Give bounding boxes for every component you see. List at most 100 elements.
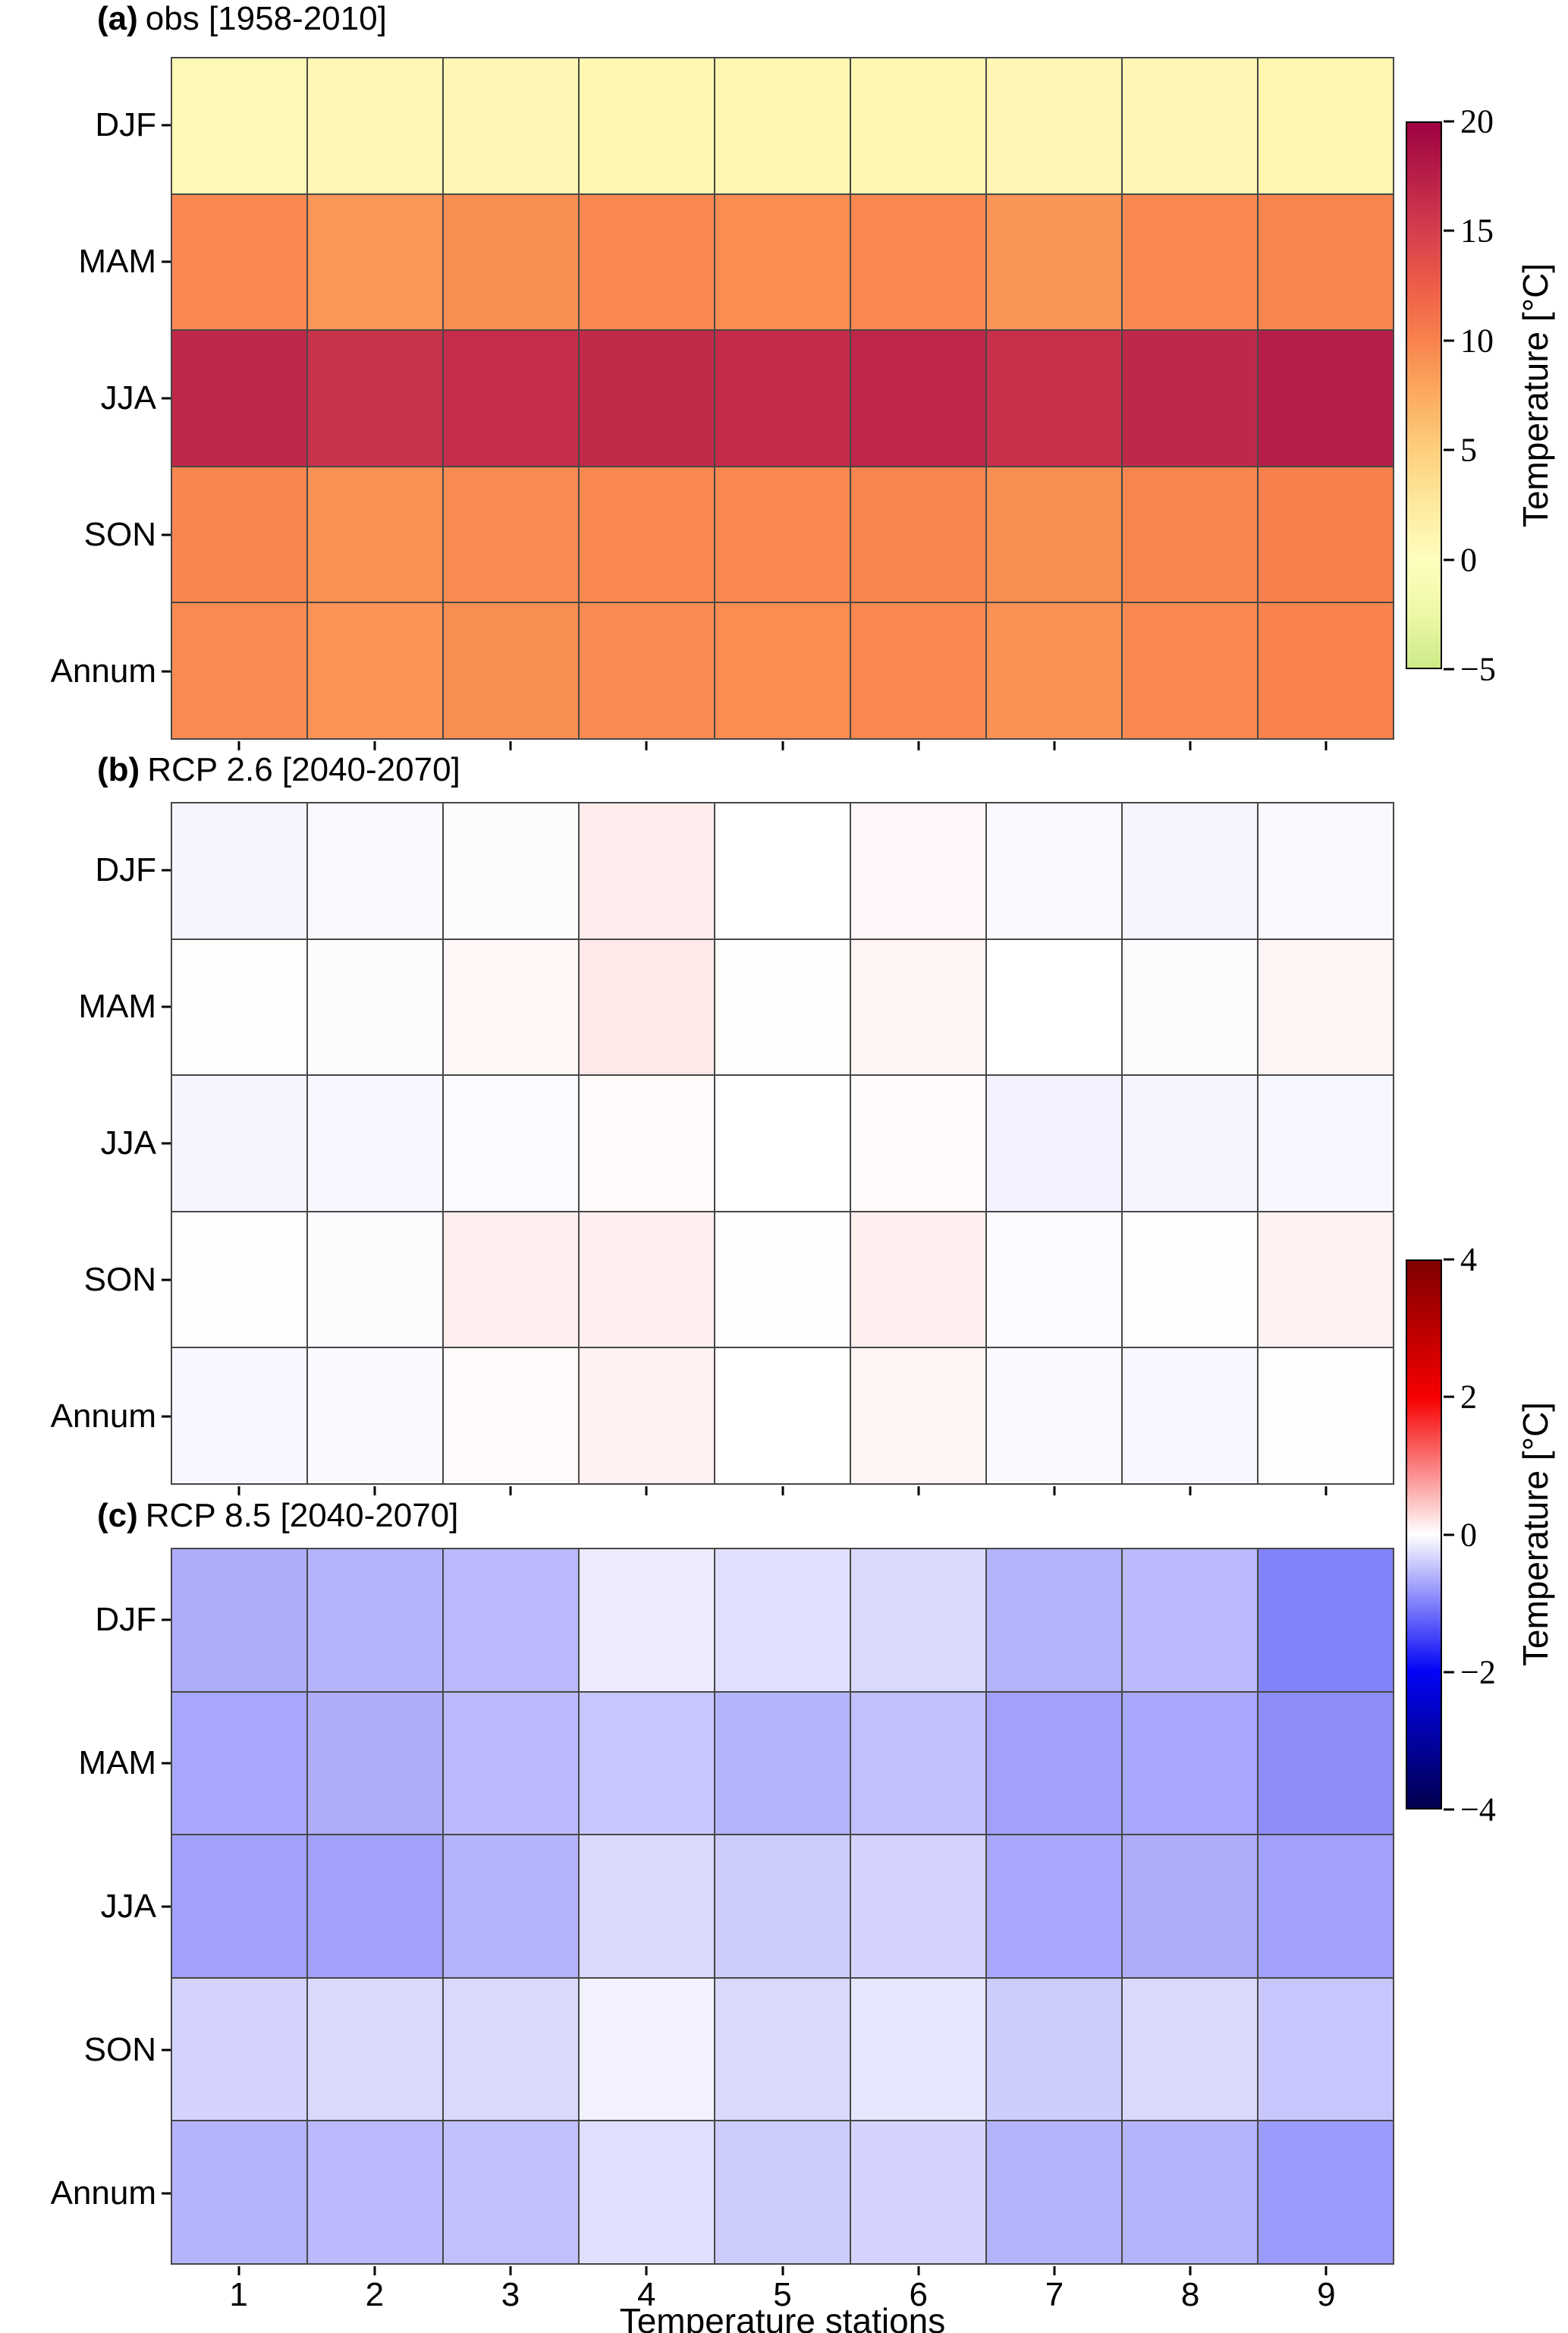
x-tick [917, 741, 920, 750]
panel-c-title: (c) RCP 8.5 [2040-2070] [97, 1497, 458, 1535]
x-tick [645, 741, 648, 750]
heatmap-cell-c-DJF-7 [987, 1549, 1121, 1691]
heatmap-cell-a-SON-7 [987, 467, 1121, 602]
heatmap-cell-b-JJA-2 [308, 1076, 442, 1211]
heatmap-cell-b-JJA-9 [1258, 1076, 1393, 1211]
x-tick [645, 2266, 648, 2275]
x-tick-label-3: 3 [501, 2276, 520, 2313]
heatmap-cell-b-Annum-3 [444, 1348, 578, 1483]
heatmap-cell-a-DJF-4 [580, 58, 714, 193]
row-label-DJF: DJF [95, 851, 156, 888]
heatmap-cell-c-JJA-1 [172, 1835, 306, 1977]
x-tick [1053, 1486, 1056, 1495]
heatmap-cell-a-Annum-7 [987, 603, 1121, 738]
row-label-Annum: Annum [50, 652, 156, 690]
panel-c-row-labels: DJF MAM JJA SON Annum [0, 1548, 156, 2265]
x-tick [917, 1486, 920, 1495]
y-tick [162, 1005, 171, 1008]
x-tick-labels: 1 2 3 4 5 6 7 8 9 [171, 2276, 1394, 2313]
x-tick [509, 1486, 512, 1495]
heatmap-cell-a-MAM-2 [308, 194, 442, 330]
y-tick [162, 1905, 171, 1907]
x-tick [781, 1486, 784, 1495]
y-tick [162, 1762, 171, 1764]
panel-c-heatmap [171, 1548, 1394, 2265]
y-tick [162, 533, 171, 536]
heatmap-cell-a-DJF-1 [172, 58, 306, 193]
heatmap-cell-b-SON-5 [715, 1212, 850, 1347]
heatmap-cell-c-DJF-6 [851, 1549, 985, 1691]
heatmap-cell-b-MAM-7 [987, 939, 1121, 1075]
colorbar-tick-label: 10 [1460, 322, 1494, 360]
heatmap-cell-a-MAM-3 [444, 194, 578, 330]
panel-b-xticks [171, 1486, 1394, 1497]
heatmap-cell-c-SON-7 [987, 1978, 1121, 2121]
heatmap-cell-a-DJF-3 [444, 58, 578, 193]
panel-c-yticks [160, 1548, 171, 2265]
heatmap-cell-c-JJA-9 [1258, 1835, 1393, 1977]
heatmap-cell-b-JJA-3 [444, 1076, 578, 1211]
y-tick [162, 1618, 171, 1621]
x-tick-label-6: 6 [909, 2276, 928, 2313]
heatmap-cell-b-MAM-2 [308, 939, 442, 1075]
colorbar-tick [1444, 1258, 1454, 1261]
x-tick [1324, 741, 1328, 750]
heatmap-cell-a-JJA-9 [1258, 331, 1393, 466]
heatmap-cell-b-Annum-9 [1258, 1348, 1393, 1483]
heatmap-cell-b-SON-4 [580, 1212, 714, 1347]
y-tick [162, 260, 171, 263]
heatmap-cell-c-DJF-8 [1123, 1549, 1257, 1691]
heatmap-cell-a-MAM-5 [715, 194, 850, 330]
y-tick [162, 124, 171, 127]
y-tick [162, 1142, 171, 1145]
heatmap-cell-c-MAM-1 [172, 1692, 306, 1835]
colorbar-tick [1444, 1808, 1454, 1811]
heatmap-cell-c-DJF-5 [715, 1549, 850, 1691]
panel-b-row-labels: DJF MAM JJA SON Annum [0, 802, 156, 1485]
row-label-DJF: DJF [95, 1600, 156, 1638]
heatmap-cell-a-Annum-4 [580, 603, 714, 738]
x-tick [781, 741, 784, 750]
x-tick [373, 2266, 376, 2275]
heatmap-cell-a-DJF-2 [308, 58, 442, 193]
heatmap-cell-c-SON-2 [308, 1978, 442, 2121]
colorbar-tick [1444, 668, 1454, 671]
heatmap-cell-a-MAM-7 [987, 194, 1121, 330]
heatmap-cell-b-SON-9 [1258, 1212, 1393, 1347]
heatmap-cell-a-DJF-6 [851, 58, 985, 193]
heatmap-cell-a-DJF-7 [987, 58, 1121, 193]
x-tick [509, 741, 512, 750]
x-tick [373, 741, 376, 750]
row-label-SON: SON [83, 516, 156, 553]
heatmap-cell-a-MAM-4 [580, 194, 714, 330]
heatmap-cell-b-SON-3 [444, 1212, 578, 1347]
heatmap-cell-c-DJF-9 [1258, 1549, 1393, 1691]
heatmap-cell-c-JJA-3 [444, 1835, 578, 1977]
x-tick [781, 2266, 784, 2275]
heatmap-cell-c-JJA-8 [1123, 1835, 1257, 1977]
heatmap-cell-c-MAM-6 [851, 1692, 985, 1835]
heatmap-cell-a-JJA-7 [987, 331, 1121, 466]
panel-a-yticks [160, 57, 171, 740]
heatmap-cell-c-Annum-4 [580, 2121, 714, 2263]
heatmap-cell-a-JJA-4 [580, 331, 714, 466]
colorbar-rcp-label: Temperature [°C] [1516, 1401, 1555, 1667]
panel-b-yticks [160, 802, 171, 1485]
colorbar-tick-label: 15 [1460, 212, 1494, 250]
heatmap-cell-c-SON-1 [172, 1978, 306, 2121]
heatmap-cell-b-DJF-2 [308, 803, 442, 939]
heatmap-cell-b-DJF-5 [715, 803, 850, 939]
y-tick [162, 2192, 171, 2194]
x-tick [917, 2266, 920, 2275]
heatmap-cell-b-SON-1 [172, 1212, 306, 1347]
heatmap-cell-b-Annum-5 [715, 1348, 850, 1483]
heatmap-cell-c-SON-8 [1123, 1978, 1257, 2121]
x-tick [373, 1486, 376, 1495]
heatmap-cell-c-Annum-2 [308, 2121, 442, 2263]
heatmap-cell-a-MAM-1 [172, 194, 306, 330]
panel-a-xticks [171, 741, 1394, 752]
y-tick [162, 397, 171, 400]
heatmap-cell-b-SON-8 [1123, 1212, 1257, 1347]
heatmap-cell-c-DJF-2 [308, 1549, 442, 1691]
x-tick [1189, 1486, 1192, 1495]
